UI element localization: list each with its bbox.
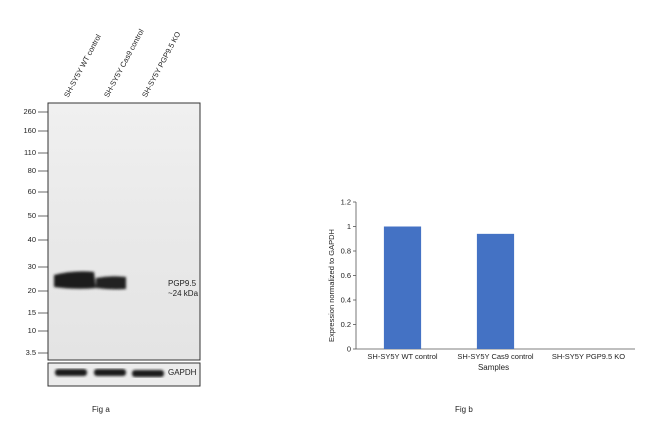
band-gapdh-ko bbox=[132, 370, 164, 377]
mw-marker: 20 bbox=[27, 286, 36, 295]
x-tick-label: SH-SY5Y WT control bbox=[367, 352, 437, 361]
mw-marker: 15 bbox=[27, 308, 36, 317]
bar bbox=[476, 233, 515, 349]
mw-marker: 50 bbox=[27, 211, 36, 220]
mw-marker: 80 bbox=[27, 166, 36, 175]
mw-marker: 3.5 bbox=[25, 348, 36, 357]
caption-fig-a: Fig a bbox=[92, 405, 110, 414]
blot-membrane bbox=[47, 102, 201, 361]
caption-fig-b: Fig b bbox=[455, 405, 473, 414]
lane-label-cas9: SH-SY5Y Cas9 control bbox=[102, 27, 146, 100]
y-tick-label: 0 bbox=[347, 345, 351, 354]
y-tick-label: 0.4 bbox=[341, 296, 351, 305]
y-tick-label: 0.2 bbox=[341, 320, 351, 329]
y-tick-label: 0.6 bbox=[341, 271, 351, 280]
band-label-size: ~24 kDa bbox=[168, 289, 199, 298]
mw-marker: 160 bbox=[23, 126, 36, 135]
band-gapdh-wt bbox=[55, 369, 87, 376]
x-tick-label: SH-SY5Y Cas9 control bbox=[457, 352, 533, 361]
band-label-gapdh: GAPDH bbox=[168, 368, 197, 377]
x-axis-title: Samples bbox=[478, 363, 509, 372]
mw-marker: 40 bbox=[27, 235, 36, 244]
y-tick-label: 1 bbox=[347, 222, 351, 231]
lane-label-ko: SH-SY5Y PGP9.5 KO bbox=[140, 30, 183, 99]
bar-chart: 0 0.2 0.4 0.6 0.8 1 1.2 SH-SY5Y WT control SH-SY… bbox=[327, 198, 635, 372]
bar bbox=[383, 226, 422, 349]
y-axis-title: Expression normalized to GAPDH bbox=[327, 229, 336, 342]
mw-marker: 60 bbox=[27, 187, 36, 196]
band-pgp95-cas9 bbox=[96, 276, 126, 290]
band-label-pgp95: PGP9.5 ~24 kDa bbox=[168, 279, 198, 299]
lane-label-wt: SH-SY5Y WT control bbox=[62, 32, 103, 100]
band-label-name: PGP9.5 bbox=[168, 279, 197, 288]
x-tick-label: SH-SY5Y PGP9.5 KO bbox=[552, 352, 625, 361]
band-pgp95-wt bbox=[54, 271, 96, 289]
mw-marker: 30 bbox=[27, 262, 36, 271]
blot-image bbox=[38, 102, 201, 387]
mw-marker: 260 bbox=[23, 107, 36, 116]
mw-marker: 110 bbox=[24, 148, 36, 157]
y-tick-label: 1.2 bbox=[341, 198, 351, 207]
band-gapdh-cas9 bbox=[94, 369, 126, 376]
mw-marker: 10 bbox=[27, 326, 36, 335]
y-tick-label: 0.8 bbox=[341, 247, 351, 256]
